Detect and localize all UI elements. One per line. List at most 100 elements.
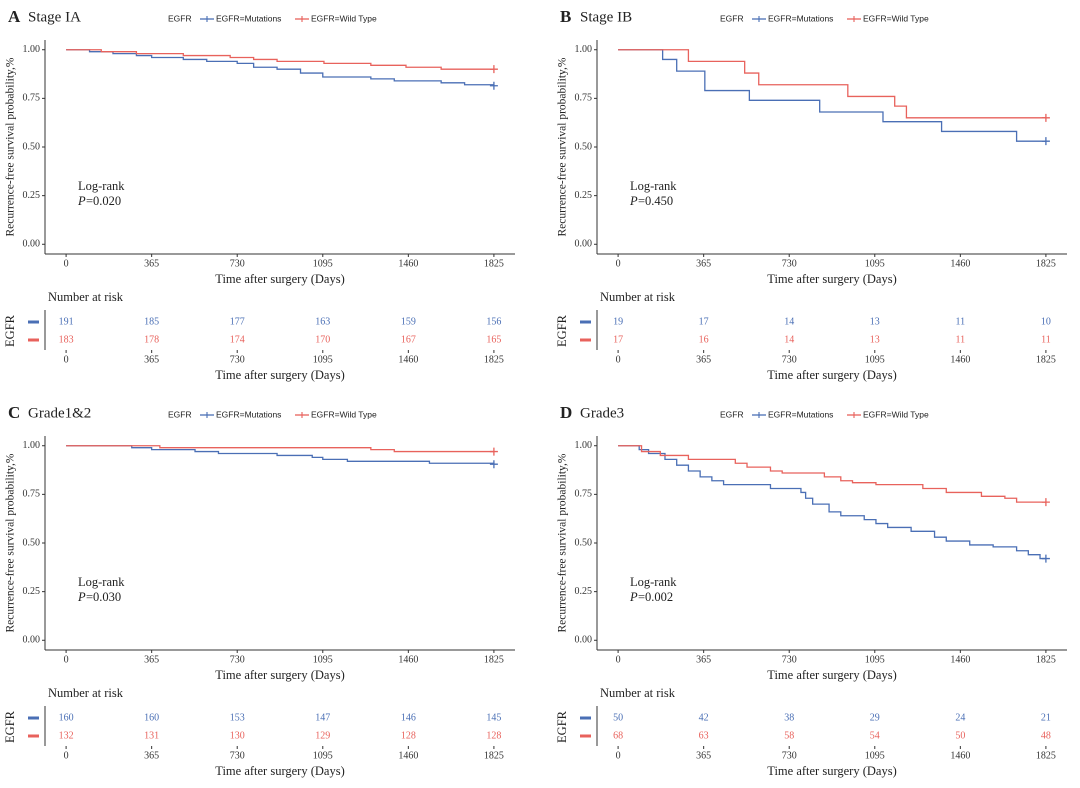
x-tick-label: 1825: [1036, 258, 1056, 269]
risk-x-tick-label: 1460: [398, 354, 418, 365]
risk-x-tick-label: 0: [64, 354, 69, 365]
risk-y-label: EGFR: [3, 314, 17, 347]
y-tick-label: 0.00: [23, 635, 41, 646]
p-value: =0.020: [86, 194, 121, 208]
y-axis-label: Recurrence-free survival probability,%: [5, 453, 17, 632]
y-tick-label: 0.00: [23, 239, 41, 250]
risk-x-tick-label: 1825: [1036, 750, 1056, 761]
y-tick-label: 1.00: [575, 44, 593, 55]
x-tick-label: 730: [230, 654, 245, 665]
risk-count: 63: [699, 730, 709, 741]
y-tick-label: 0.75: [23, 489, 41, 500]
risk-title: Number at risk: [600, 686, 676, 700]
y-tick-label: 0.75: [575, 93, 593, 104]
risk-count: 165: [486, 334, 501, 345]
legend-label: EGFR=Mutations: [768, 13, 833, 23]
y-axis-label: Recurrence-free survival probability,%: [557, 57, 569, 236]
risk-count: 128: [486, 730, 501, 741]
risk-x-tick-label: 1095: [313, 750, 333, 761]
panel: C Grade1&2 EGFR EGFR=Mutations EGFR=Wild Typ…: [3, 403, 515, 778]
x-tick-label: 0: [64, 654, 69, 665]
risk-count: 48: [1041, 730, 1051, 741]
survival-curve: [66, 445, 494, 453]
x-axis-label: Time after surgery (Days): [215, 272, 345, 286]
y-tick-label: 0.75: [575, 489, 593, 500]
panel-title: Stage IB: [580, 9, 632, 25]
x-axis-label: Time after surgery (Days): [767, 272, 897, 286]
y-tick-label: 0.00: [575, 239, 593, 250]
y-tick-label: 0.75: [23, 93, 41, 104]
risk-count: 178: [144, 334, 159, 345]
risk-x-tick-label: 1460: [398, 750, 418, 761]
annotation: Log-rank: [630, 575, 677, 589]
p-symbol: P: [629, 194, 638, 208]
risk-x-tick-label: 365: [696, 750, 711, 761]
risk-x-tick-label: 1095: [313, 354, 333, 365]
annotation: Log-rank: [630, 179, 677, 193]
p-symbol: P: [77, 194, 86, 208]
censor-mark: [1041, 498, 1050, 507]
legend-title: EGFR: [168, 13, 192, 23]
y-tick-label: 0.25: [23, 586, 41, 597]
risk-count: 24: [955, 712, 965, 723]
risk-count: 131: [144, 730, 159, 741]
risk-count: 129: [315, 730, 330, 741]
y-tick-label: 0.50: [23, 141, 41, 152]
risk-x-axis-label: Time after surgery (Days): [767, 368, 897, 382]
x-tick-label: 1460: [398, 258, 418, 269]
risk-x-tick-label: 1825: [1036, 354, 1056, 365]
censor-mark: [489, 65, 498, 74]
risk-x-tick-label: 1095: [865, 354, 885, 365]
legend-label: EGFR=Wild Type: [863, 409, 929, 419]
x-tick-label: 1460: [950, 258, 970, 269]
annotation: Log-rank: [78, 575, 125, 589]
risk-count: 163: [315, 316, 330, 327]
risk-count: 191: [59, 316, 74, 327]
censor-mark: [1041, 137, 1050, 146]
censor-mark: [1041, 554, 1050, 563]
risk-count: 29: [870, 712, 880, 723]
x-tick-label: 730: [230, 258, 245, 269]
survival-curve: [618, 49, 1046, 119]
risk-title: Number at risk: [600, 290, 676, 304]
risk-count: 160: [59, 712, 74, 723]
legend-label: EGFR=Mutations: [216, 409, 281, 419]
risk-count: 170: [315, 334, 330, 345]
risk-count: 17: [613, 334, 623, 345]
y-tick-label: 1.00: [23, 44, 41, 55]
risk-count: 11: [956, 316, 966, 327]
risk-count: 50: [955, 730, 965, 741]
risk-y-label: EGFR: [555, 314, 569, 347]
risk-count: 153: [230, 712, 245, 723]
risk-count: 11: [1041, 334, 1051, 345]
legend-swatch-censor: [756, 16, 762, 22]
x-tick-label: 1825: [1036, 654, 1056, 665]
risk-count: 167: [401, 334, 416, 345]
risk-count: 147: [315, 712, 330, 723]
legend-swatch-censor: [204, 16, 210, 22]
risk-x-tick-label: 365: [144, 750, 159, 761]
risk-x-axis-label: Time after surgery (Days): [215, 368, 345, 382]
legend-label: EGFR=Wild Type: [311, 409, 377, 419]
risk-x-tick-label: 730: [782, 750, 797, 761]
legend-label: EGFR=Wild Type: [311, 13, 377, 23]
risk-x-axis-label: Time after surgery (Days): [215, 764, 345, 778]
risk-count: 183: [59, 334, 74, 345]
panel-label: B: [560, 7, 571, 26]
legend-label: EGFR=Mutations: [768, 409, 833, 419]
risk-count: 156: [486, 316, 501, 327]
risk-count: 54: [870, 730, 880, 741]
risk-x-tick-label: 730: [230, 354, 245, 365]
y-axis-label: Recurrence-free survival probability,%: [557, 453, 569, 632]
x-tick-label: 1095: [313, 654, 333, 665]
survival-curve: [618, 445, 1046, 560]
x-tick-label: 730: [782, 258, 797, 269]
x-tick-label: 1095: [313, 258, 333, 269]
y-tick-label: 0.50: [23, 537, 41, 548]
risk-count: 21: [1041, 712, 1051, 723]
risk-count: 146: [401, 712, 416, 723]
risk-count: 19: [613, 316, 623, 327]
survival-curve: [618, 445, 1046, 503]
x-tick-label: 365: [696, 258, 711, 269]
panel-label: A: [8, 7, 21, 26]
